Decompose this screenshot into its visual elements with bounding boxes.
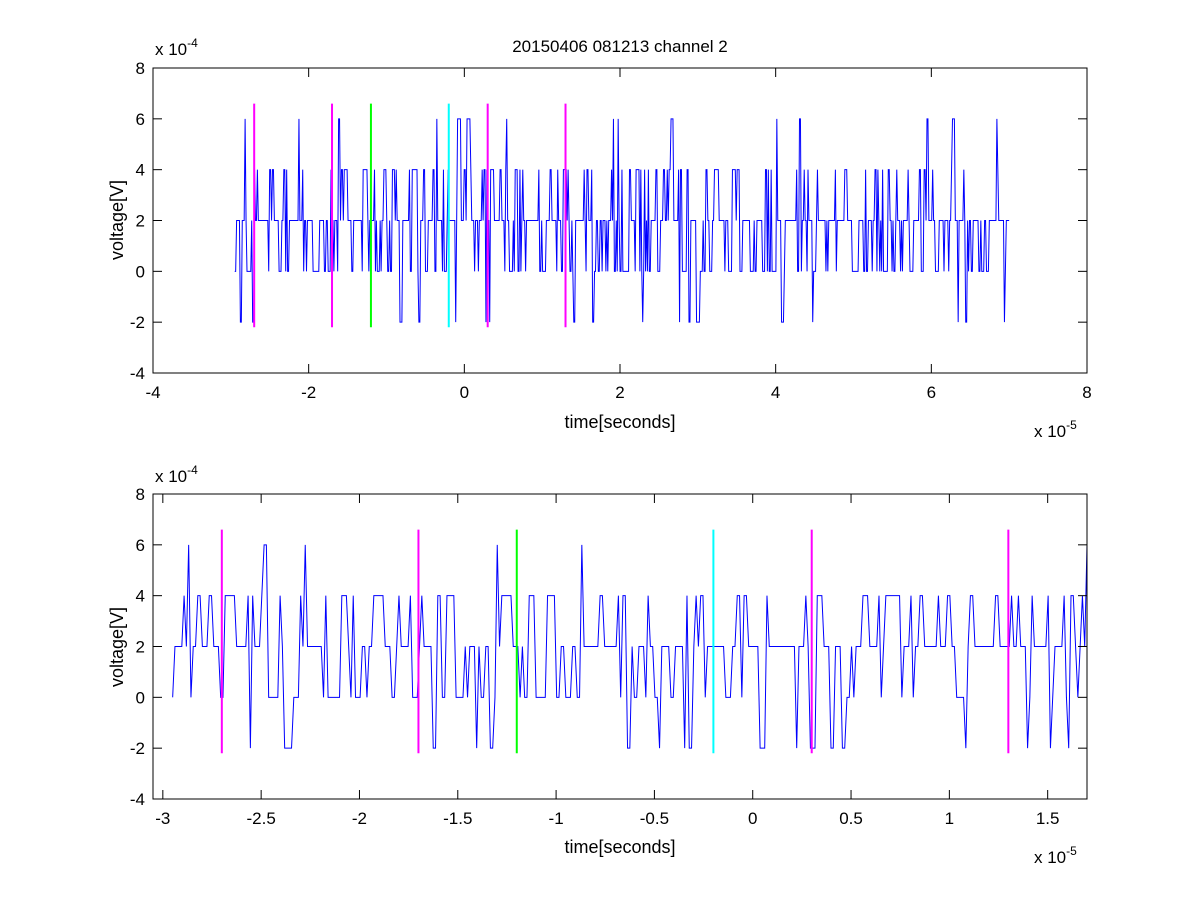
x-tick-label: 4 <box>771 383 780 402</box>
chart-title: 20150406 081213 channel 2 <box>512 37 728 56</box>
y-tick-label: -4 <box>130 790 145 809</box>
x-tick-label: -2 <box>301 383 316 402</box>
x-tick-label: -2 <box>352 809 367 828</box>
bottom-axes-box <box>152 493 1088 800</box>
top-axes-box <box>152 67 1088 374</box>
y-tick-label: 0 <box>136 688 145 707</box>
y-tick-label: -4 <box>130 364 145 383</box>
x-tick-label: 1.5 <box>1036 809 1060 828</box>
x-tick-label: -1.5 <box>443 809 472 828</box>
y-tick-label: 8 <box>136 485 145 504</box>
y-tick-label: 4 <box>136 161 145 180</box>
y-tick-label: 6 <box>136 536 145 555</box>
x-tick-label: 1 <box>945 809 954 828</box>
y-tick-label: 2 <box>136 212 145 231</box>
bottom-x-exponent: x 10-5 <box>1034 844 1077 867</box>
bottom-y-exponent: x 10-4 <box>155 463 198 486</box>
y-tick-label: -2 <box>130 313 145 332</box>
y-tick-label: -2 <box>130 739 145 758</box>
x-tick-label: -4 <box>145 383 160 402</box>
y-tick-label: 0 <box>136 262 145 281</box>
x-tick-label: 0 <box>460 383 469 402</box>
top-x-axis-label: time[seconds] <box>564 412 675 432</box>
x-tick-label: 0 <box>748 809 757 828</box>
top-y-exponent: x 10-4 <box>155 36 198 59</box>
x-tick-label: 6 <box>927 383 936 402</box>
x-tick-label: 0.5 <box>839 809 863 828</box>
voltage-trace <box>234 118 1010 323</box>
bottom-ticks: -3 -2.5 -2 -1.5 -1 -0.5 0 0.5 1 1.5 -4 -2 0 2 4 6 8 <box>130 485 1087 828</box>
top-plot-area <box>234 103 1010 328</box>
bottom-plot-area <box>172 529 1088 754</box>
bottom-y-axis-label: voltage[V] <box>107 607 127 687</box>
y-tick-label: 8 <box>136 59 145 78</box>
top-x-exponent: x 10-5 <box>1034 418 1077 441</box>
x-tick-label: -3 <box>155 809 170 828</box>
x-tick-label: -1 <box>549 809 564 828</box>
top-y-axis-label: voltage[V] <box>107 180 127 260</box>
x-tick-label: 8 <box>1082 383 1091 402</box>
bottom-x-axis-label: time[seconds] <box>564 837 675 857</box>
top-ticks: -4 -2 0 2 4 6 8 -4 -2 0 2 4 6 8 <box>130 59 1092 402</box>
y-tick-label: 6 <box>136 110 145 129</box>
y-tick-label: 4 <box>136 587 145 606</box>
x-tick-label: -2.5 <box>246 809 275 828</box>
top-axes: 20150406 081213 channel 2 -4 -2 0 2 4 6 8 -4 -2 0… <box>107 36 1092 441</box>
y-tick-label: 2 <box>136 638 145 657</box>
bottom-axes: -3 -2.5 -2 -1.5 -1 -0.5 0 0.5 1 1.5 -4 -2 0 2 4 6 8 time… <box>107 463 1088 867</box>
x-tick-label: 2 <box>615 383 624 402</box>
voltage-trace <box>172 544 1088 749</box>
x-tick-label: -0.5 <box>640 809 669 828</box>
